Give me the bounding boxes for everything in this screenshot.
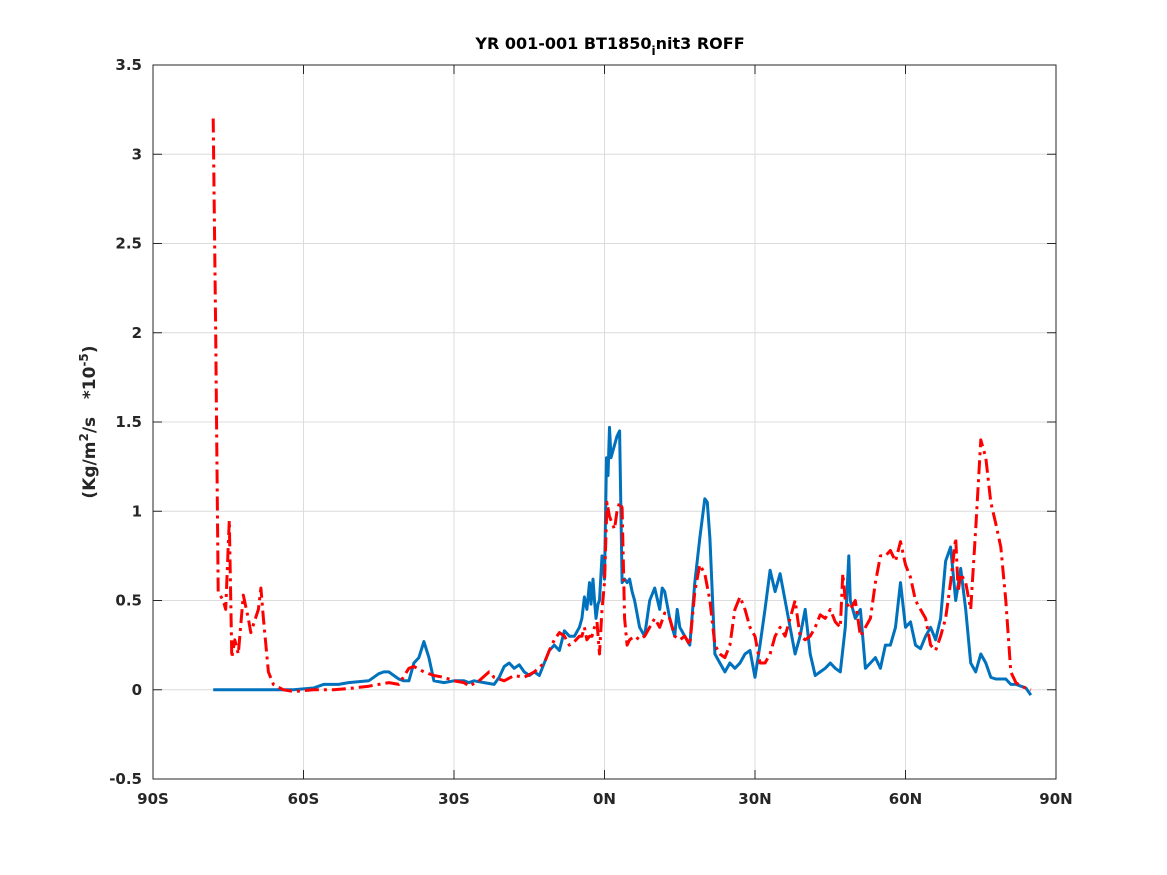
- ylabel-sup-2: -5: [77, 353, 91, 366]
- tick-marks: [152, 64, 1057, 780]
- y-axis-label: (Kg/m2/s *10-5): [77, 345, 100, 498]
- x-tick-label: 0N: [593, 790, 616, 808]
- y-tick-label: 0.5: [115, 592, 142, 610]
- y-tick-label: 1: [132, 502, 142, 520]
- ylabel-part-c: ): [80, 345, 100, 353]
- y-tick-label: 1.5: [115, 413, 142, 431]
- title-tail: nit3 ROFF: [656, 34, 745, 53]
- y-tick-label: 2: [132, 324, 142, 342]
- ylabel-part-a: (Kg/m: [80, 442, 100, 499]
- x-tick-label: 60S: [288, 790, 320, 808]
- title-main: YR 001-001 BT1850: [474, 34, 651, 53]
- ylabel-part-b: /s *10: [80, 366, 100, 433]
- y-tick-label: 2.5: [115, 235, 142, 253]
- y-tick-label: 3.5: [115, 56, 142, 74]
- x-tick-label: 60N: [889, 790, 922, 808]
- series-layer: [211, 118, 1033, 696]
- y-tick-label: 0: [132, 681, 142, 699]
- series-line-red: [211, 118, 1032, 693]
- x-tick-label: 90N: [1039, 790, 1072, 808]
- series-line-blue: [213, 425, 1033, 696]
- y-tick-label: 3: [132, 145, 142, 163]
- y-tick-label: -0.5: [109, 770, 142, 788]
- x-tick-label: 30N: [738, 790, 771, 808]
- x-tick-label: 90S: [137, 790, 169, 808]
- title-subscript: i: [651, 44, 655, 58]
- x-tick-label: 30S: [438, 790, 470, 808]
- chart-title: YR 001-001 BT1850init3 ROFF: [474, 34, 744, 58]
- x-tick-labels: 90S 60S 30S 0N 30N 60N 90N: [137, 790, 1073, 808]
- y-tick-labels: -0.5 0 0.5 1 1.5 2 2.5 3 3.5: [109, 56, 142, 788]
- ylabel-sup-1: 2: [77, 433, 91, 441]
